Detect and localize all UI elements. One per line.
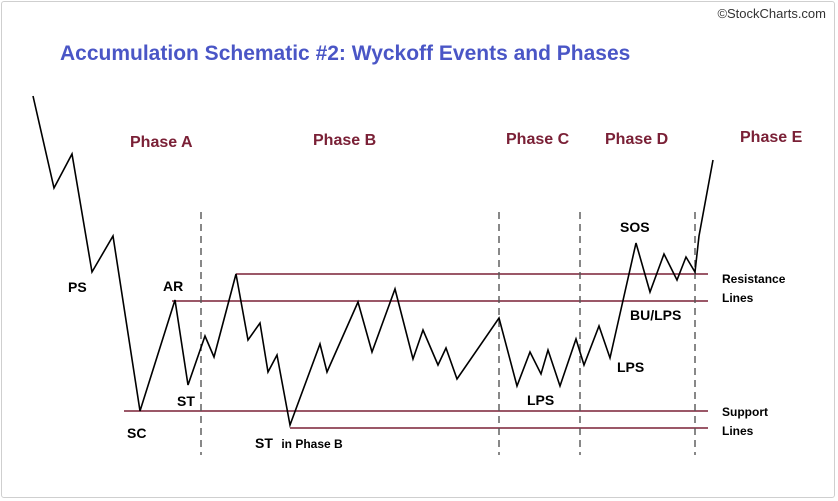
phase-e-label: Phase E	[740, 129, 803, 146]
credit-watermark: ©StockCharts.com	[717, 6, 826, 21]
event-sos-label: SOS	[620, 219, 650, 235]
event-bu-lps-label: BU/LPS	[630, 307, 681, 323]
event-ar-label: AR	[163, 278, 183, 294]
phase-c-label: Phase C	[506, 131, 570, 148]
page-title: Accumulation Schematic #2: Wyckoff Event…	[60, 42, 631, 65]
price-path	[32, 95, 714, 428]
event-st-phase-b-label: ST in Phase B	[255, 435, 343, 452]
resistance-label-2: Lines	[722, 291, 754, 305]
phase-b-label: Phase B	[313, 132, 376, 149]
event-st-phase-b-suffix: in Phase B	[281, 437, 343, 451]
support-label-2: Lines	[722, 424, 754, 438]
event-ps-label: PS	[68, 279, 87, 295]
phase-a-label: Phase A	[130, 134, 193, 151]
event-st-phase-b-prefix: ST	[255, 435, 273, 451]
phase-dividers	[200, 212, 696, 455]
support-label-1: Support	[722, 405, 768, 419]
event-st-label: ST	[177, 393, 195, 409]
event-lps-c-label: LPS	[527, 392, 554, 408]
phase-d-label: Phase D	[605, 131, 668, 148]
resistance-label-1: Resistance	[722, 272, 786, 286]
event-sc-label: SC	[127, 425, 146, 441]
event-lps-d-label: LPS	[617, 359, 644, 375]
